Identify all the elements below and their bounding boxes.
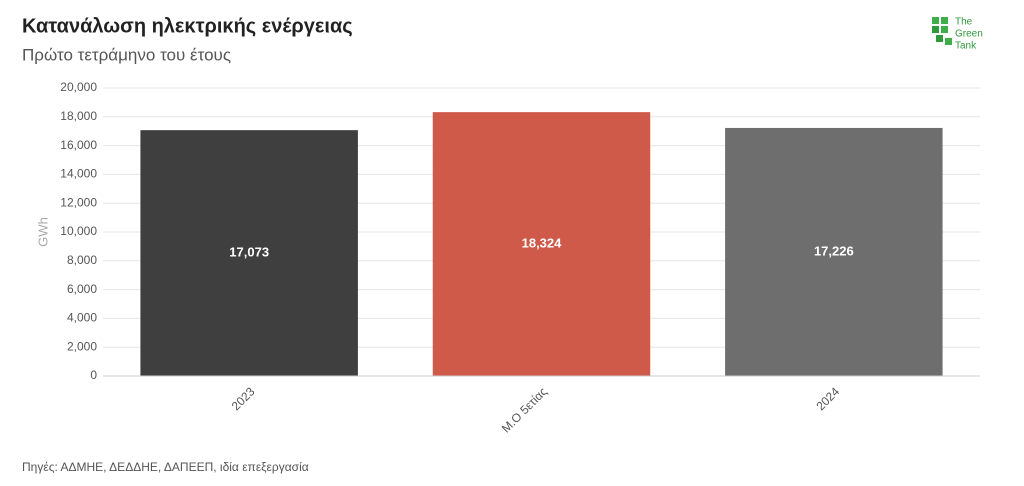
y-tick-label: 2,000	[67, 339, 97, 353]
source-note: Πηγές: ΑΔΜΗΕ, ΔΕΔΔΗΕ, ΔΑΠΕΕΠ, ιδία επεξε…	[22, 460, 309, 474]
data-label: 18,324	[522, 236, 563, 251]
y-tick-label: 8,000	[67, 253, 97, 267]
y-tick-label: 10,000	[60, 224, 97, 238]
y-tick-label: 20,000	[60, 80, 97, 94]
logo: The Green Tank	[932, 17, 983, 52]
logo-text: Green	[955, 29, 983, 40]
y-tick-label: 18,000	[60, 109, 97, 123]
logo-text: Tank	[955, 41, 977, 52]
y-tick-label: 0	[90, 368, 97, 382]
logo-tile	[941, 26, 948, 33]
y-tick-label: 16,000	[60, 138, 97, 152]
y-tick-label: 14,000	[60, 167, 97, 181]
chart-title: Κατανάλωση ηλεκτρικής ενέργειας	[22, 15, 353, 37]
bar	[432, 112, 651, 376]
chart-subtitle: Πρώτο τετράμηνο του έτους	[22, 45, 231, 64]
y-axis-title: GWh	[35, 217, 50, 247]
y-tick-label: 12,000	[60, 195, 97, 209]
logo-tile	[932, 17, 939, 24]
logo-tile	[941, 17, 948, 24]
logo-tile	[945, 38, 952, 45]
data-label: 17,073	[229, 245, 269, 260]
logo-tile	[932, 26, 939, 33]
logo-tile	[936, 35, 943, 42]
data-label: 17,226	[814, 243, 854, 258]
y-tick-label: 4,000	[67, 311, 97, 325]
logo-text: The	[955, 17, 973, 28]
y-tick-label: 6,000	[67, 282, 97, 296]
bar	[725, 127, 943, 376]
bar	[140, 130, 358, 376]
